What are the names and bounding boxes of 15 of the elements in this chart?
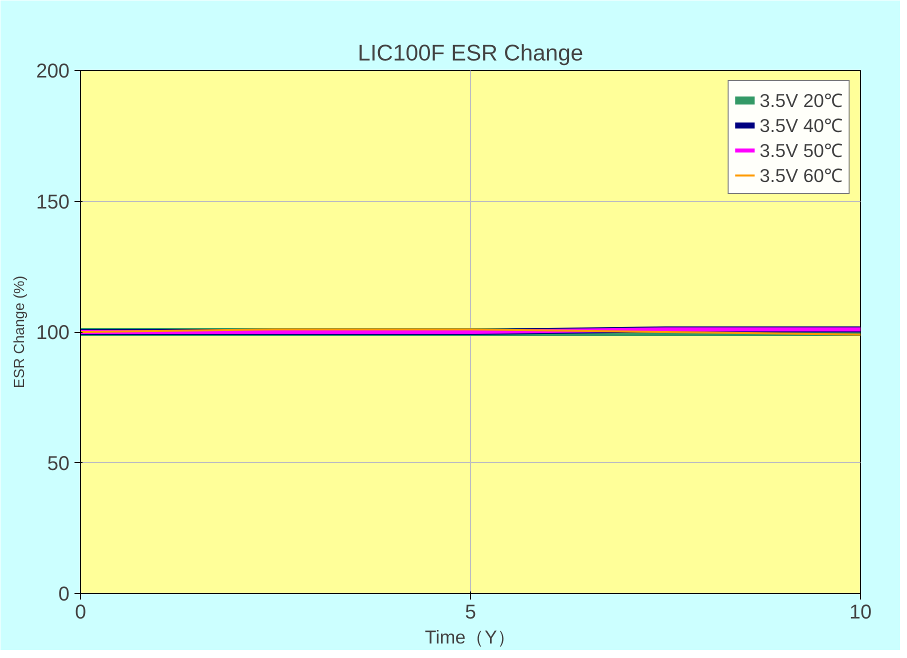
- chart-title: LIC100F ESR Change: [358, 40, 584, 66]
- legend-label: 3.5V 60℃: [760, 164, 843, 187]
- y-tick-label: 0: [58, 584, 70, 606]
- legend-label: 3.5V 50℃: [760, 139, 843, 162]
- x-tick-label: 10: [849, 602, 872, 624]
- y-axis-title: ESR Change (%): [12, 276, 28, 388]
- x-tick-label: 5: [464, 602, 476, 624]
- y-tick-label: 50: [47, 452, 70, 475]
- y-tick-label: 150: [36, 191, 70, 214]
- x-axis-title: Time（Y）: [424, 626, 516, 648]
- y-tick-label: 100: [36, 322, 70, 344]
- legend-label: 3.5V 20℃: [760, 89, 843, 112]
- x-tick-label: 0: [74, 602, 86, 624]
- y-tick-label: 200: [36, 60, 70, 82]
- legend-label: 3.5V 40℃: [760, 114, 843, 137]
